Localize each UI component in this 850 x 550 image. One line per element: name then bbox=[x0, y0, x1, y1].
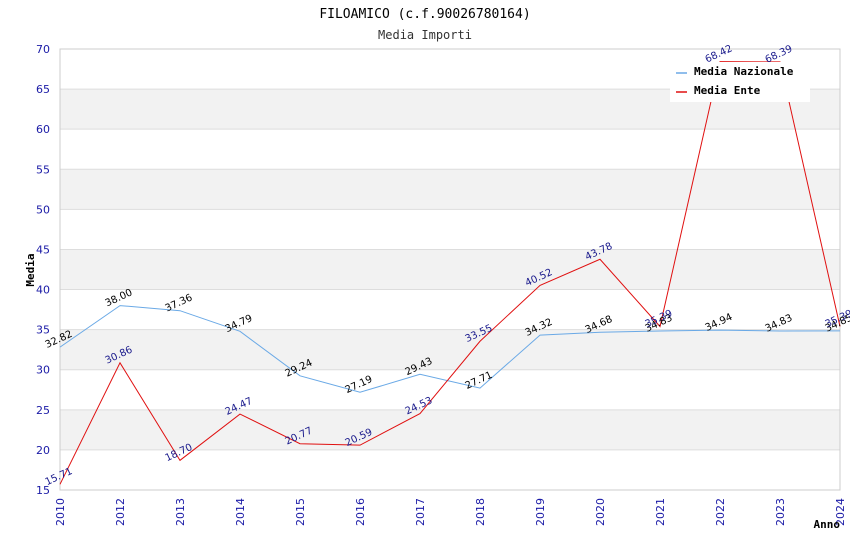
data-label: 27.19 bbox=[344, 374, 375, 396]
y-tick-label: 45 bbox=[36, 243, 50, 256]
data-label: 37.36 bbox=[164, 292, 195, 314]
x-axis-label: Anno bbox=[814, 518, 841, 531]
series-lines bbox=[59, 61, 841, 485]
grid-band bbox=[60, 169, 840, 210]
x-tick-label: 2013 bbox=[174, 498, 187, 526]
legend-label-naz: Media Nazionale bbox=[694, 65, 794, 78]
y-tick-label: 70 bbox=[36, 43, 50, 56]
legend-box bbox=[670, 62, 810, 102]
x-tick-label: 2022 bbox=[714, 498, 727, 526]
x-tick-label: 2020 bbox=[594, 498, 607, 526]
grid-bands bbox=[60, 89, 840, 450]
y-axis-label: Media bbox=[24, 253, 37, 286]
legend-label-ente: Media Ente bbox=[694, 84, 761, 97]
x-tick-label: 2010 bbox=[54, 498, 67, 526]
plot-area bbox=[59, 48, 841, 491]
x-tick-label: 2015 bbox=[294, 498, 307, 526]
y-tick-label: 20 bbox=[36, 444, 50, 457]
y-tick-label: 55 bbox=[36, 163, 50, 176]
y-tick-label: 15 bbox=[36, 484, 50, 497]
y-axis-ticks: 15 20 25 30 35 40 45 50 55 60 65 70 bbox=[36, 43, 50, 497]
grid-band bbox=[60, 329, 840, 370]
series-line-ente bbox=[59, 61, 841, 485]
x-tick-label: 2012 bbox=[114, 498, 127, 526]
y-tick-label: 60 bbox=[36, 123, 50, 136]
grid-band bbox=[60, 409, 840, 450]
x-tick-label: 2018 bbox=[474, 498, 487, 526]
x-tick-label: 2014 bbox=[234, 498, 247, 526]
x-tick-label: 2023 bbox=[774, 498, 787, 526]
y-tick-label: 40 bbox=[36, 284, 50, 297]
chart-title: FILOAMICO (c.f.90026780164) bbox=[319, 7, 530, 22]
x-tick-label: 2021 bbox=[654, 498, 667, 526]
y-tick-label: 35 bbox=[36, 324, 50, 337]
grid-band bbox=[60, 249, 840, 290]
x-tick-label: 2016 bbox=[354, 498, 367, 526]
x-axis-ticks: 2010 2012 2013 2014 2015 2016 2017 2018 2019 2020… bbox=[54, 498, 847, 526]
data-label: 27.71 bbox=[464, 370, 495, 392]
y-tick-label: 30 bbox=[36, 364, 50, 377]
chart-subtitle: Media Importi bbox=[378, 28, 472, 42]
legend: Media Nazionale Media Ente bbox=[670, 62, 810, 102]
y-tick-label: 25 bbox=[36, 404, 50, 417]
series-line-nazionale bbox=[59, 305, 841, 393]
x-tick-label: 2019 bbox=[534, 498, 547, 526]
y-tick-label: 50 bbox=[36, 203, 50, 216]
x-tick-label: 2024 bbox=[834, 498, 847, 526]
x-tick-label: 2017 bbox=[414, 498, 427, 526]
y-tick-label: 65 bbox=[36, 83, 50, 96]
data-label: 15.71 bbox=[44, 466, 75, 488]
